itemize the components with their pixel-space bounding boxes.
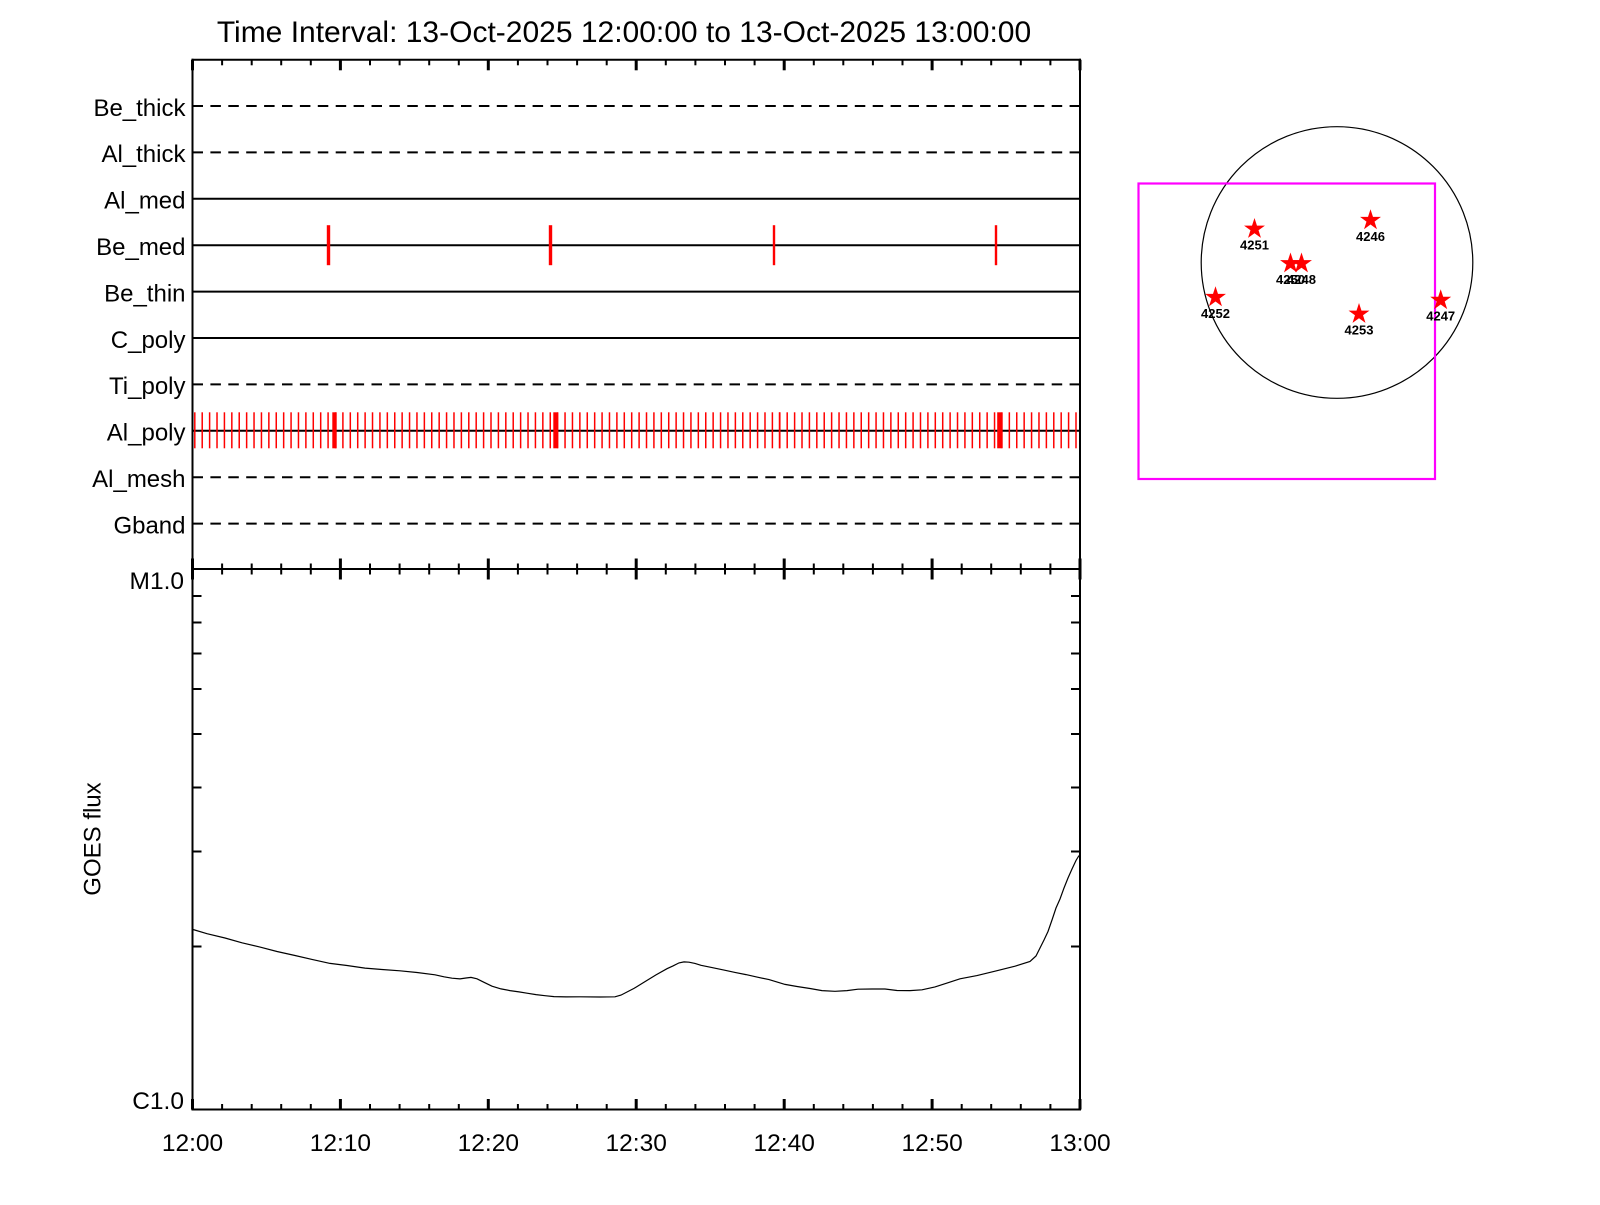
svg-text:4247: 4247 [1426,309,1455,324]
svg-text:4246: 4246 [1356,229,1385,244]
svg-text:Al_mesh: Al_mesh [92,466,185,493]
svg-text:C1.0: C1.0 [132,1088,184,1115]
svg-text:12:40: 12:40 [754,1130,815,1157]
svg-text:Al_thick: Al_thick [101,141,186,168]
svg-text:4252: 4252 [1201,306,1230,321]
svg-text:Be_thin: Be_thin [104,280,185,307]
svg-text:4253: 4253 [1345,323,1374,338]
svg-text:Gband: Gband [113,512,185,539]
svg-text:12:00: 12:00 [162,1130,223,1157]
svg-text:4251: 4251 [1240,238,1269,253]
svg-text:Ti_poly: Ti_poly [109,373,185,400]
svg-text:GOES flux: GOES flux [80,782,107,895]
svg-text:Be_med: Be_med [96,234,185,261]
svg-text:Al_poly: Al_poly [107,420,186,447]
svg-text:4250: 4250 [1276,272,1305,287]
svg-text:12:50: 12:50 [901,1130,962,1157]
svg-text:C_poly: C_poly [111,327,186,354]
svg-text:4248: 4248 [1287,272,1316,287]
svg-text:13:00: 13:00 [1049,1130,1110,1157]
svg-text:M1.0: M1.0 [130,568,184,595]
svg-text:12:30: 12:30 [606,1130,667,1157]
svg-text:12:20: 12:20 [458,1130,519,1157]
svg-text:Al_med: Al_med [104,188,185,215]
svg-text:Time Interval: 13-Oct-2025 12:: Time Interval: 13-Oct-2025 12:00:00 to 1… [217,16,1031,49]
svg-text:12:10: 12:10 [310,1130,371,1157]
svg-text:Be_thick: Be_thick [93,95,186,122]
